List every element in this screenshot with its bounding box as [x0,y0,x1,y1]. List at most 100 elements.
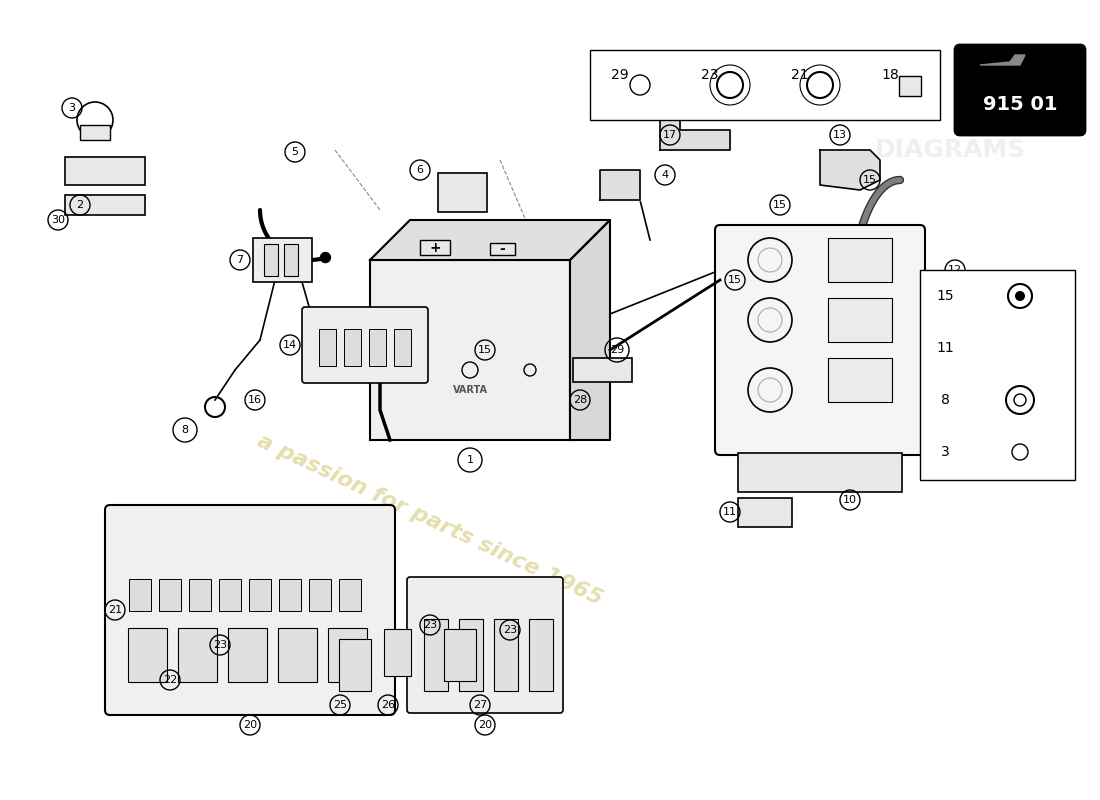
FancyBboxPatch shape [65,157,145,185]
Text: 26: 26 [381,700,395,710]
Text: 10: 10 [843,495,857,505]
Text: 15: 15 [728,275,743,285]
Text: 21: 21 [108,605,122,615]
FancyBboxPatch shape [339,579,361,611]
FancyBboxPatch shape [529,619,553,691]
FancyBboxPatch shape [228,628,267,682]
Text: 23: 23 [213,640,227,650]
Text: a passion for parts since 1965: a passion for parts since 1965 [254,431,606,609]
Text: 8: 8 [940,393,949,407]
Text: 15: 15 [936,289,954,303]
FancyBboxPatch shape [284,244,298,276]
FancyBboxPatch shape [407,577,563,713]
FancyBboxPatch shape [80,125,110,140]
Text: 9: 9 [932,335,938,345]
FancyBboxPatch shape [249,579,271,611]
FancyBboxPatch shape [424,619,448,691]
FancyBboxPatch shape [279,579,301,611]
Circle shape [320,253,330,262]
FancyBboxPatch shape [278,628,317,682]
Text: 11: 11 [723,507,737,517]
Text: 4: 4 [661,170,669,180]
Text: 29: 29 [609,345,624,355]
Text: 7: 7 [236,255,243,265]
Text: 19: 19 [965,337,979,347]
FancyBboxPatch shape [438,173,487,212]
FancyBboxPatch shape [178,628,217,682]
FancyBboxPatch shape [738,498,792,527]
Text: 18: 18 [881,68,899,82]
FancyBboxPatch shape [828,238,892,282]
FancyBboxPatch shape [219,579,241,611]
FancyBboxPatch shape [738,453,902,492]
Text: 18: 18 [935,350,949,360]
FancyBboxPatch shape [368,329,386,366]
Text: 23: 23 [503,625,517,635]
Text: 11: 11 [936,341,954,355]
Text: 3: 3 [68,103,76,113]
FancyBboxPatch shape [253,238,312,282]
FancyBboxPatch shape [65,195,145,215]
Polygon shape [660,110,730,150]
FancyBboxPatch shape [955,45,1085,135]
Text: 3: 3 [940,445,949,459]
Text: 21: 21 [791,68,808,82]
Text: 20: 20 [477,720,492,730]
Polygon shape [600,170,640,200]
FancyBboxPatch shape [339,639,371,691]
Text: 30: 30 [51,215,65,225]
FancyBboxPatch shape [264,244,278,276]
Text: 23: 23 [702,68,718,82]
Text: 20: 20 [243,720,257,730]
Polygon shape [980,55,1025,65]
Text: 22: 22 [163,675,177,685]
FancyBboxPatch shape [590,50,940,120]
Text: DIAGRAMS: DIAGRAMS [874,138,1025,162]
FancyBboxPatch shape [715,225,925,455]
Text: 8: 8 [182,425,188,435]
FancyBboxPatch shape [494,619,518,691]
FancyBboxPatch shape [189,579,211,611]
FancyBboxPatch shape [129,579,151,611]
Circle shape [1015,291,1025,301]
Text: 2: 2 [76,200,84,210]
Text: 23: 23 [422,620,437,630]
FancyBboxPatch shape [128,628,167,682]
Text: 6: 6 [417,165,424,175]
Text: 15: 15 [478,345,492,355]
Polygon shape [570,220,611,440]
FancyBboxPatch shape [309,579,331,611]
FancyBboxPatch shape [920,270,1075,480]
Text: 16: 16 [248,395,262,405]
Text: +: + [429,241,441,255]
FancyBboxPatch shape [328,628,367,682]
Text: 15: 15 [864,175,877,185]
Text: 915 01: 915 01 [982,95,1057,114]
FancyBboxPatch shape [420,240,450,255]
FancyBboxPatch shape [344,329,361,366]
FancyBboxPatch shape [394,329,411,366]
FancyBboxPatch shape [459,619,483,691]
Polygon shape [370,220,610,260]
FancyBboxPatch shape [370,260,570,440]
Text: VARTA: VARTA [452,385,487,395]
Text: 12: 12 [948,265,962,275]
FancyBboxPatch shape [302,307,428,383]
FancyBboxPatch shape [104,505,395,715]
Text: 5: 5 [292,147,298,157]
Text: 13: 13 [833,130,847,140]
Polygon shape [820,150,880,190]
Text: 15: 15 [773,200,786,210]
Text: 28: 28 [573,395,587,405]
FancyBboxPatch shape [930,324,952,341]
FancyBboxPatch shape [160,579,182,611]
FancyBboxPatch shape [899,76,921,96]
Text: 25: 25 [333,700,348,710]
FancyBboxPatch shape [319,329,336,366]
Text: 14: 14 [283,340,297,350]
FancyBboxPatch shape [444,629,476,681]
Text: -: - [499,242,505,256]
FancyBboxPatch shape [828,358,892,402]
Text: 17: 17 [663,130,678,140]
FancyBboxPatch shape [384,629,411,676]
